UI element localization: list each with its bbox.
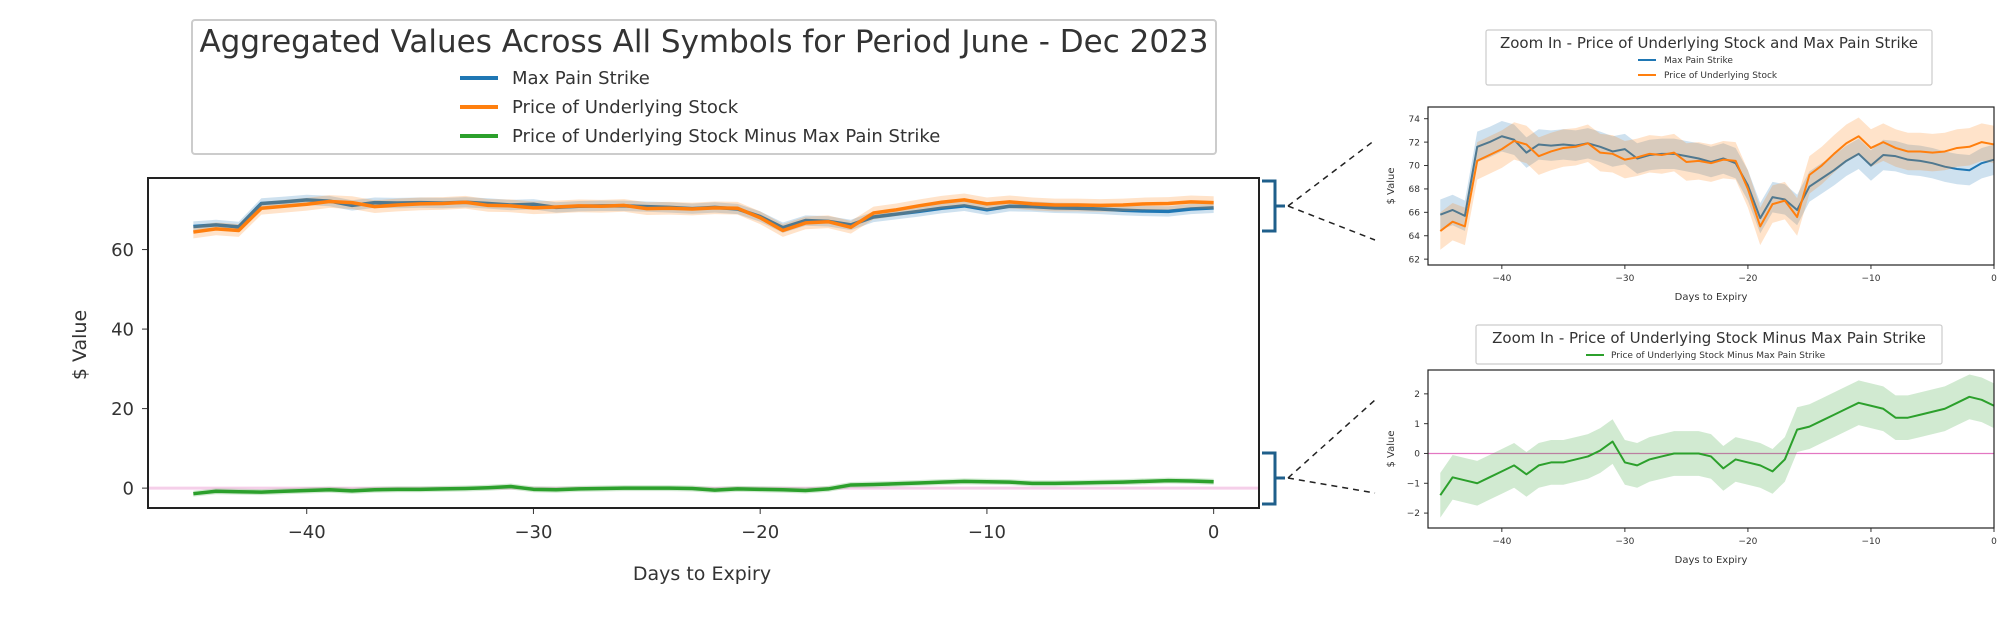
zoom-bracket-bottom bbox=[1262, 451, 1285, 506]
zoom-connector-1 bbox=[1287, 139, 1376, 207]
main-xtick-label-2: −20 bbox=[741, 522, 779, 543]
zoom2-y-axis-label: $ Value bbox=[1386, 430, 1397, 467]
main-series-line-2 bbox=[193, 478, 1214, 496]
main-xtick-label-0: −40 bbox=[288, 522, 326, 543]
main-chart-title: Aggregated Values Across All Symbols for… bbox=[199, 24, 1208, 60]
zoom1-xtick-label-3: −10 bbox=[1861, 274, 1880, 284]
zoom1-ytick-label-6: 74 bbox=[1409, 115, 1421, 125]
zoom2-ytick-label-1: −1 bbox=[1407, 479, 1420, 489]
main-chart: Aggregated Values Across All Symbols for… bbox=[69, 19, 1376, 585]
main-xtick-label-3: −10 bbox=[968, 522, 1006, 543]
zoom1-band-0 bbox=[1440, 121, 1994, 234]
zoom-connector-4 bbox=[1287, 477, 1376, 494]
main-legend-label-2: Price of Underlying Stock Minus Max Pain… bbox=[512, 126, 940, 147]
main-ytick-label-0: 0 bbox=[123, 478, 134, 499]
zoom-bracket-top bbox=[1262, 179, 1285, 233]
zoom2-xtick-label-1: −30 bbox=[1615, 537, 1634, 547]
zoom1-legend-label-0: Max Pain Strike bbox=[1664, 56, 1733, 66]
zoom1-ytick-label-5: 72 bbox=[1409, 138, 1420, 148]
zoom1-ytick-label-0: 62 bbox=[1409, 255, 1420, 265]
zoom2-ytick-label-3: 1 bbox=[1414, 420, 1420, 430]
zoom1-xtick-label-1: −30 bbox=[1615, 274, 1634, 284]
main-legend-label-0: Max Pain Strike bbox=[512, 68, 650, 89]
main-x-axis-label: Days to Expiry bbox=[633, 563, 771, 585]
zoom1-y-axis-label: $ Value bbox=[1386, 167, 1397, 204]
zoom1-band-1 bbox=[1440, 117, 1994, 250]
zoom1-ytick-label-1: 64 bbox=[1409, 232, 1421, 242]
main-xtick-label-1: −30 bbox=[514, 522, 552, 543]
zoom2-band-0 bbox=[1440, 374, 1994, 518]
zoom1-plot-area: −40 −30 −20 −10 0 62 64 66 68 70 72 74 bbox=[1409, 115, 1998, 284]
main-band-1 bbox=[193, 193, 1214, 239]
main-legend-box bbox=[191, 19, 1217, 155]
zoom2-legend-label-0: Price of Underlying Stock Minus Max Pain… bbox=[1611, 351, 1826, 361]
zoom-chart-difference: Zoom In - Price of Underlying Stock Minu… bbox=[1386, 324, 1997, 566]
zoom2-ytick-label-4: 2 bbox=[1414, 390, 1420, 400]
zoom2-title: Zoom In - Price of Underlying Stock Minu… bbox=[1492, 329, 1926, 347]
main-ytick-label-2: 40 bbox=[111, 319, 134, 340]
zoom1-series-line-1 bbox=[1439, 135, 1995, 232]
zoom1-legend-box bbox=[1485, 29, 1933, 86]
zoom2-x-axis-label: Days to Expiry bbox=[1675, 555, 1748, 566]
zoom2-series-line-0 bbox=[1439, 395, 1995, 496]
zoom1-ytick-label-4: 70 bbox=[1409, 162, 1421, 172]
zoom2-xtick-label-3: −10 bbox=[1861, 537, 1880, 547]
zoom1-series-line-0 bbox=[1439, 135, 1995, 220]
zoom2-xtick-label-2: −20 bbox=[1738, 537, 1757, 547]
zoom1-xtick-label-4: 0 bbox=[1991, 274, 1997, 284]
zoom2-ytick-label-2: 0 bbox=[1414, 450, 1420, 460]
zoom-connector-3 bbox=[1287, 399, 1376, 479]
main-legend-label-1: Price of Underlying Stock bbox=[512, 97, 739, 118]
zoom1-legend-label-1: Price of Underlying Stock bbox=[1664, 71, 1778, 81]
main-plot-frame bbox=[147, 177, 1260, 509]
main-y-axis-label: $ Value bbox=[69, 310, 91, 380]
zoom-connector-2 bbox=[1287, 205, 1376, 241]
zoom1-title: Zoom In - Price of Underlying Stock and … bbox=[1500, 34, 1918, 52]
main-series-line-1 bbox=[193, 198, 1214, 234]
zoom1-xtick-label-0: −40 bbox=[1492, 274, 1511, 284]
main-ytick-label-1: 20 bbox=[111, 399, 134, 420]
zoom1-ytick-label-3: 68 bbox=[1409, 185, 1421, 195]
main-ytick-label-3: 60 bbox=[111, 240, 134, 261]
main-xtick-label-4: 0 bbox=[1208, 522, 1219, 543]
main-plot-area: −40 −30 −20 −10 0 0 20 40 60 bbox=[111, 193, 1259, 543]
zoom1-ytick-label-2: 66 bbox=[1409, 208, 1421, 218]
zoom-chart-price: Zoom In - Price of Underlying Stock and … bbox=[1386, 29, 1998, 303]
zoom2-xtick-label-0: −40 bbox=[1492, 537, 1511, 547]
zoom1-plot-frame bbox=[1427, 106, 1995, 266]
zoom1-x-axis-label: Days to Expiry bbox=[1675, 292, 1748, 303]
zoom2-ytick-label-0: −2 bbox=[1407, 509, 1420, 519]
zoom1-xtick-label-2: −20 bbox=[1738, 274, 1757, 284]
zoom2-xtick-label-4: 0 bbox=[1991, 537, 1997, 547]
zoom2-plot-frame bbox=[1427, 369, 1995, 529]
